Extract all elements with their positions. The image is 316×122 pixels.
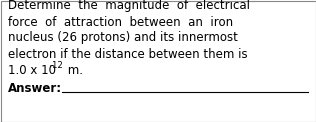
Text: force  of  attraction  between  an  iron: force of attraction between an iron [8,15,233,29]
Text: Determine  the  magnitude  of  electrical: Determine the magnitude of electrical [8,0,250,12]
Text: 1.0 x 10: 1.0 x 10 [8,63,56,76]
Text: -12: -12 [50,61,64,70]
Text: Answer:: Answer: [8,81,62,95]
Text: m.: m. [64,63,83,76]
Text: nucleus (26 protons) and its innermost: nucleus (26 protons) and its innermost [8,31,238,45]
Text: electron if the distance between them is: electron if the distance between them is [8,47,248,61]
